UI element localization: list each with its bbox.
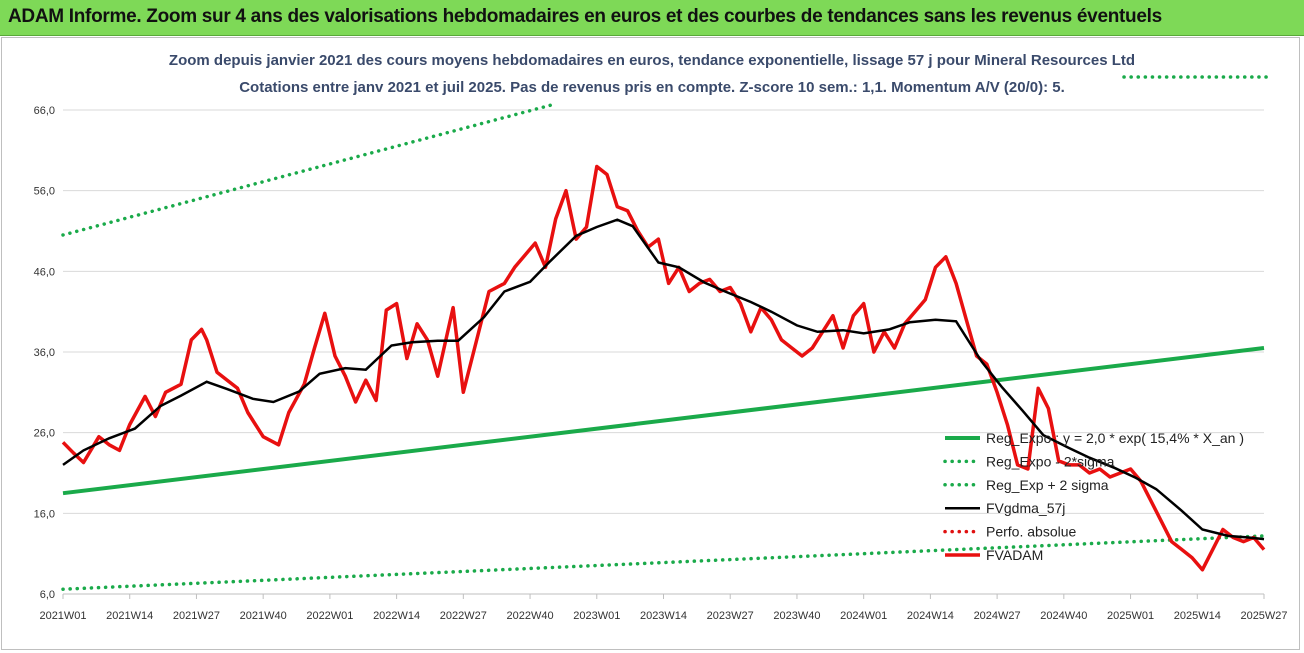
y-tick-label: 6,0 [40,589,55,601]
x-tick-label: 2021W40 [240,610,287,622]
x-tick-label: 2022W40 [507,610,554,622]
y-tick-label: 36,0 [34,347,55,359]
y-tick-label: 56,0 [34,186,55,198]
x-tick-label: 2023W01 [573,610,620,622]
x-tick-label: 2023W27 [707,610,754,622]
x-tick-label: 2025W14 [1174,610,1221,622]
x-tick-label: 2021W14 [106,610,153,622]
x-tick-label: 2024W40 [1040,610,1087,622]
x-tick-label: 2022W14 [373,610,420,622]
x-tick-label: 2024W01 [840,610,887,622]
x-tick-label: 2022W27 [440,610,487,622]
x-tick-label: 2023W14 [640,610,687,622]
banner-title: ADAM Informe. Zoom sur 4 ans des valoris… [8,6,1162,27]
y-tick-label: 66,0 [34,105,55,117]
series-line-5 [61,164,1266,572]
x-tick-label: 2021W01 [39,610,86,622]
y-tick-label: 16,0 [34,508,55,520]
series-line-2 [61,103,553,237]
series-line-0 [62,346,1265,496]
legend-label: Perfo. absolue [986,524,1076,540]
legend-label: Reg_Expo - 2*sigma [986,453,1115,469]
series-line-1 [61,534,1266,591]
x-tick-label: 2022W01 [306,610,353,622]
y-tick-label: 46,0 [34,266,55,278]
legend-label: Reg_Expo : y = 2,0 * exp( 15,4% * X_an ) [986,430,1244,446]
chart-subtitle: Cotations entre janv 2021 et juil 2025. … [239,79,1065,96]
y-tick-label: 26,0 [34,428,55,440]
chart-frame [1,37,1300,650]
x-tick-label: 2021W27 [173,610,220,622]
chart-title: Zoom depuis janvier 2021 des cours moyen… [168,52,1136,69]
x-tick-label: 2023W40 [773,610,820,622]
legend-label: Reg_Exp + 2 sigma [986,477,1109,493]
x-tick-label: 2024W27 [974,610,1021,622]
header-banner: ADAM Informe. Zoom sur 4 ans des valoris… [0,0,1304,36]
series-line-3 [62,218,1265,541]
x-tick-label: 2024W14 [907,610,954,622]
legend-label: FVADAM [986,547,1043,563]
legend-label: FVgdma_57j [986,500,1065,516]
x-tick-label: 2025W27 [1240,610,1287,622]
x-tick-label: 2025W01 [1107,610,1154,622]
